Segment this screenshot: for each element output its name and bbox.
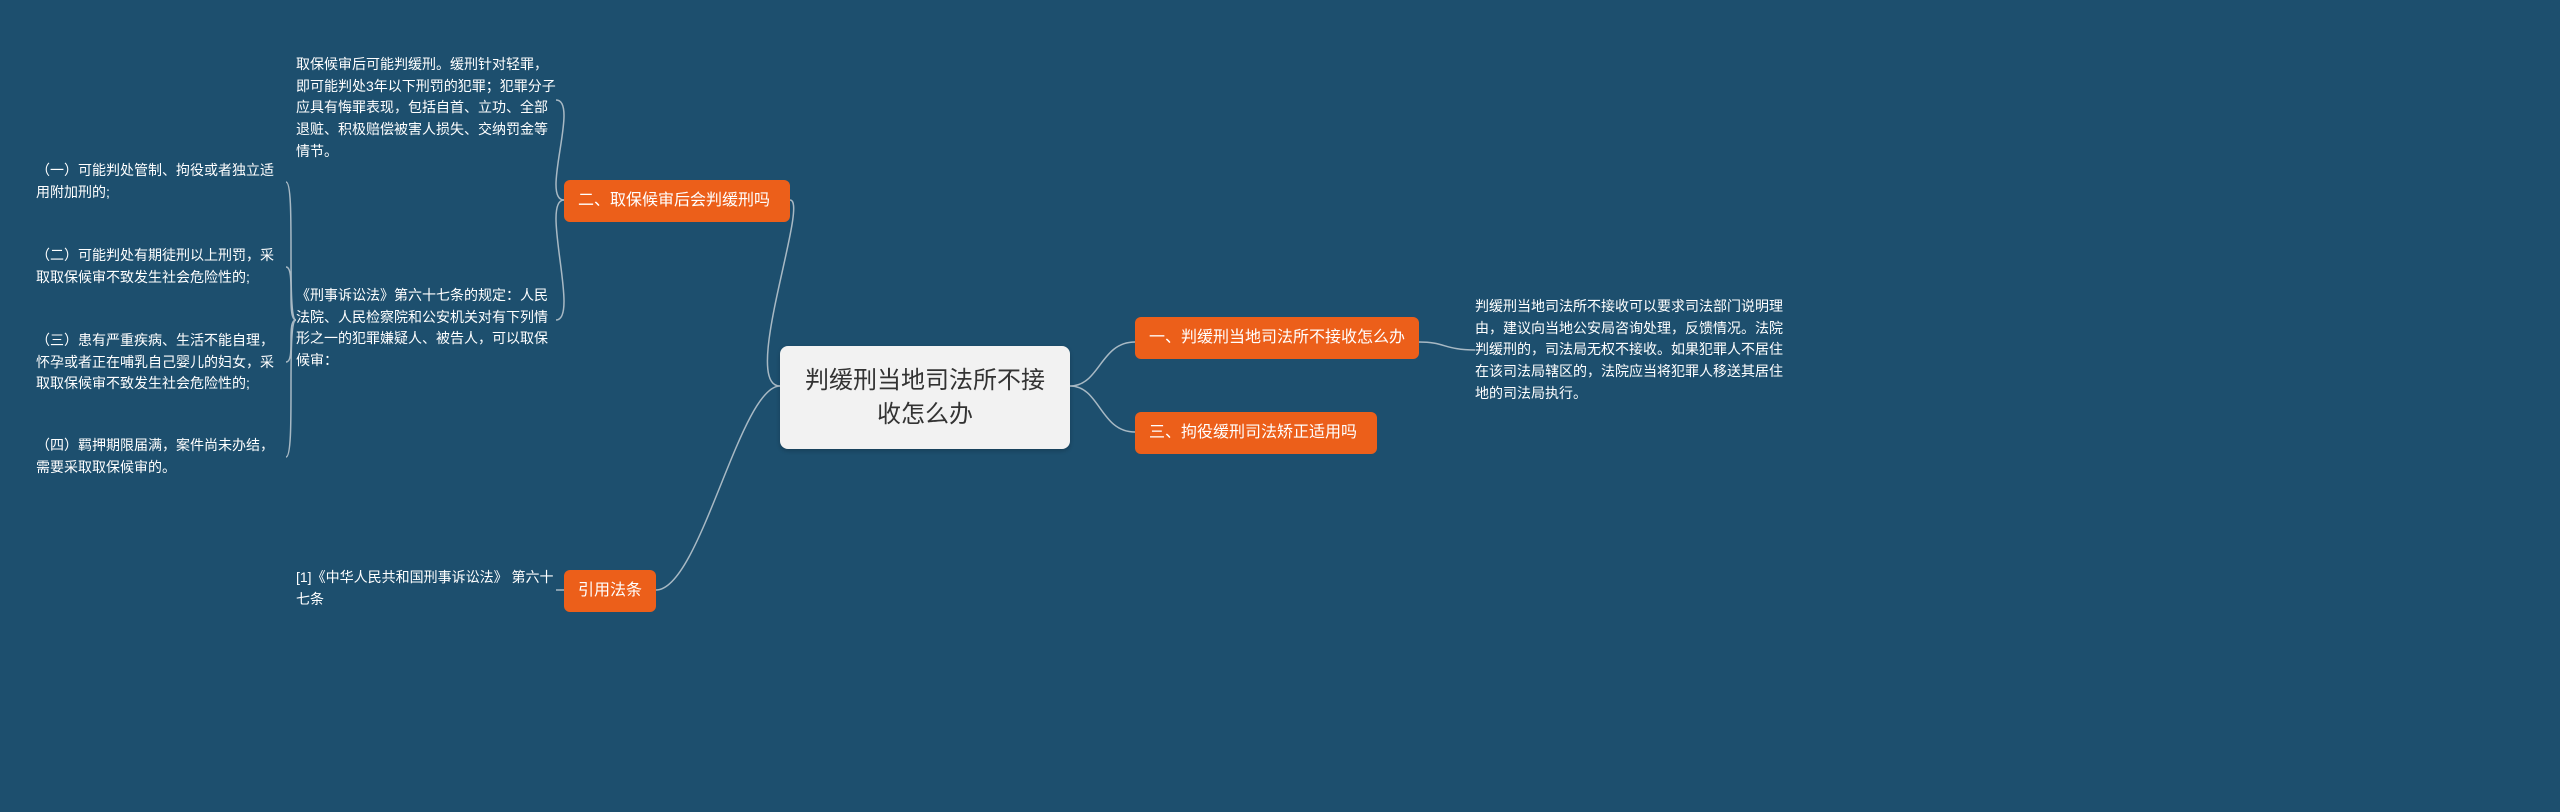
center-node-text: 判缓刑当地司法所不接收怎么办 <box>805 367 1045 428</box>
leaf-l2-1: 取保候审后可能判缓刑。缓刑针对轻罪，即可能判处3年以下刑罚的犯罪；犯罪分子应具有… <box>296 54 556 162</box>
branch-r3: 三、拘役缓刑司法矫正适用吗 <box>1135 412 1377 454</box>
leaf-l2-2: 《刑事诉讼法》第六十七条的规定：人民法院、人民检察院和公安机关对有下列情形之一的… <box>296 285 556 372</box>
branch-lref: 引用法条 <box>564 570 656 612</box>
branch-l2-label: 二、取保候审后会判缓刑吗 <box>578 192 770 209</box>
leaf-l2-2-text: 《刑事诉讼法》第六十七条的规定：人民法院、人民检察院和公安机关对有下列情形之一的… <box>296 287 548 368</box>
leaf-l2-2-3-text: （三）患有严重疾病、生活不能自理，怀孕或者正在哺乳自己婴儿的妇女，采取取保候审不… <box>36 332 274 391</box>
branch-l2: 二、取保候审后会判缓刑吗 <box>564 180 790 222</box>
branch-r1: 一、判缓刑当地司法所不接收怎么办 <box>1135 317 1419 359</box>
leaf-l2-2-2-text: （二）可能判处有期徒刑以上刑罚，采取取保候审不致发生社会危险性的; <box>36 247 274 285</box>
branch-r3-label: 三、拘役缓刑司法矫正适用吗 <box>1149 424 1357 441</box>
center-node: 判缓刑当地司法所不接收怎么办 <box>780 346 1070 449</box>
leaf-l2-1-text: 取保候审后可能判缓刑。缓刑针对轻罪，即可能判处3年以下刑罚的犯罪；犯罪分子应具有… <box>296 56 556 159</box>
leaf-l2-2-1-text: （一）可能判处管制、拘役或者独立适用附加刑的; <box>36 162 274 200</box>
leaf-r1-1-text: 判缓刑当地司法所不接收可以要求司法部门说明理由，建议向当地公安局咨询处理，反馈情… <box>1475 298 1783 401</box>
branch-lref-label: 引用法条 <box>578 582 642 599</box>
leaf-lref-1-text: [1]《中华人民共和国刑事诉讼法》 第六十七条 <box>296 569 553 607</box>
leaf-l2-2-4: （四）羁押期限届满，案件尚未办结，需要采取取保候审的。 <box>36 435 286 478</box>
leaf-lref-1: [1]《中华人民共和国刑事诉讼法》 第六十七条 <box>296 567 556 610</box>
leaf-l2-2-3: （三）患有严重疾病、生活不能自理，怀孕或者正在哺乳自己婴儿的妇女，采取取保候审不… <box>36 330 286 395</box>
leaf-l2-2-4-text: （四）羁押期限届满，案件尚未办结，需要采取取保候审的。 <box>36 437 274 475</box>
leaf-l2-2-2: （二）可能判处有期徒刑以上刑罚，采取取保候审不致发生社会危险性的; <box>36 245 286 288</box>
leaf-r1-1: 判缓刑当地司法所不接收可以要求司法部门说明理由，建议向当地公安局咨询处理，反馈情… <box>1475 296 1785 404</box>
branch-r1-label: 一、判缓刑当地司法所不接收怎么办 <box>1149 329 1405 346</box>
leaf-l2-2-1: （一）可能判处管制、拘役或者独立适用附加刑的; <box>36 160 286 203</box>
